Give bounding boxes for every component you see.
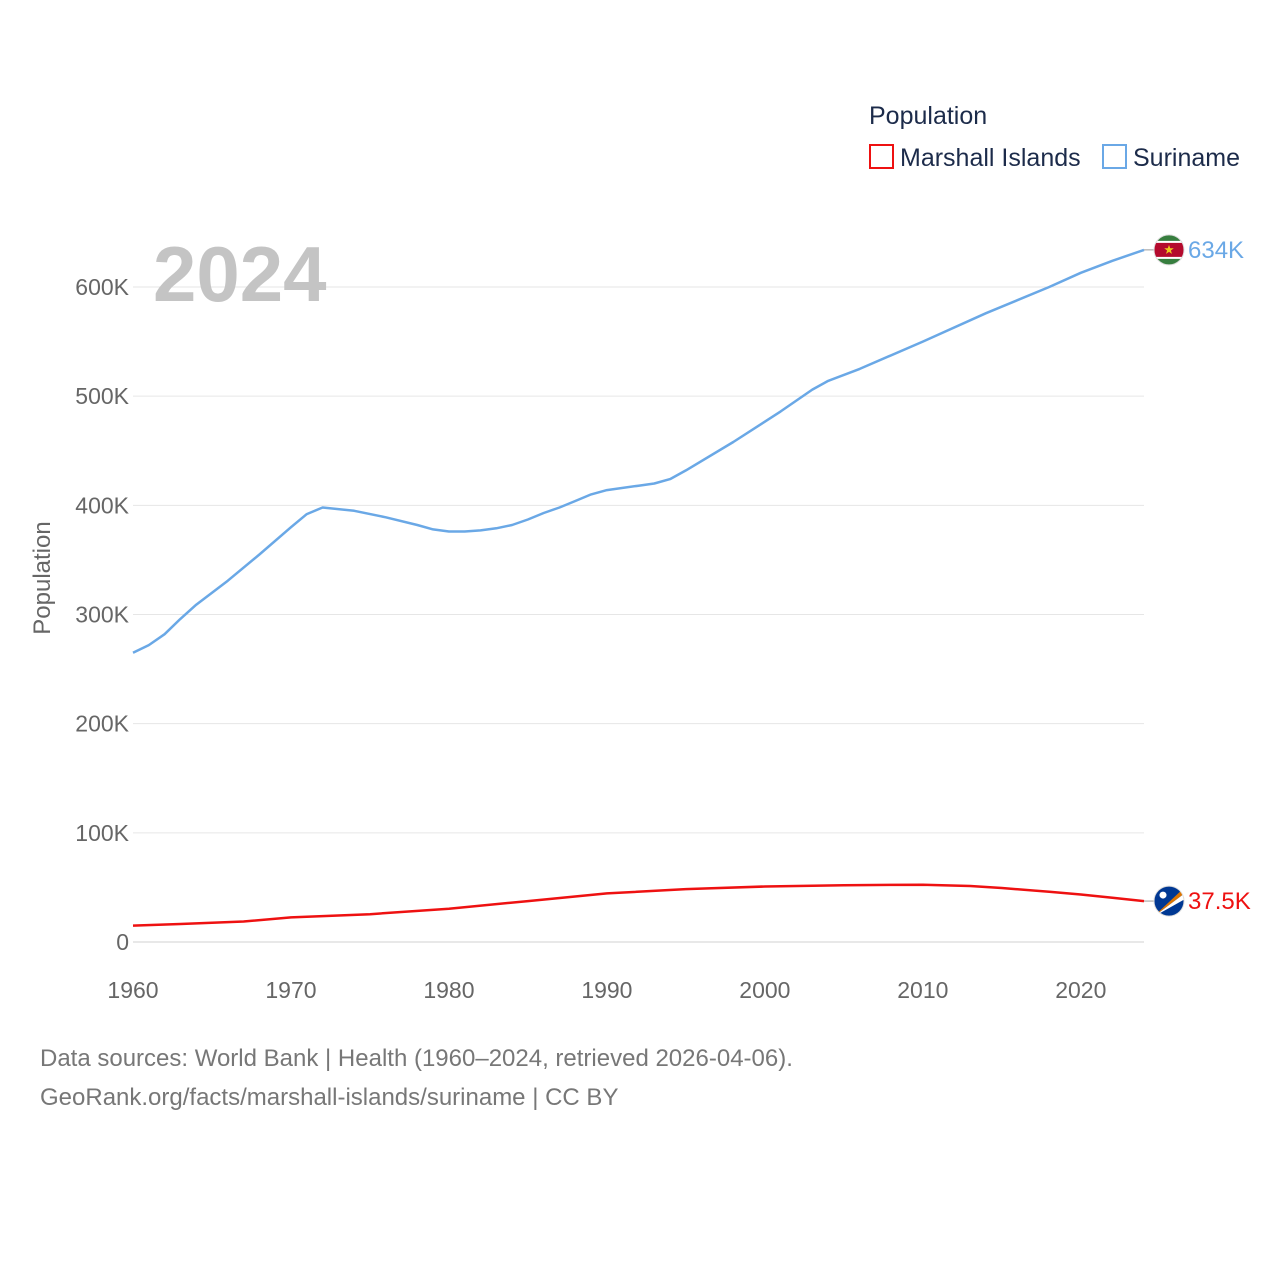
end-label-marshall-islands: 37.5K bbox=[1188, 888, 1251, 915]
source-line-2[interactable]: GeoRank.org/facts/marshall-islands/surin… bbox=[40, 1084, 619, 1111]
legend-swatch-marshall-islands bbox=[869, 144, 894, 169]
year-label: 2024 bbox=[153, 230, 327, 318]
end-label-suriname: 634K bbox=[1188, 237, 1244, 264]
x-tick-label: 1980 bbox=[423, 977, 474, 1003]
legend: Population Marshall Islands Suriname bbox=[869, 102, 1240, 172]
y-tick-label: 600K bbox=[75, 274, 129, 300]
y-axis-title: Population bbox=[29, 521, 56, 634]
legend-title: Population bbox=[869, 102, 987, 130]
x-tick-label: 1960 bbox=[107, 977, 158, 1003]
source-line-1: Data sources: World Bank | Health (1960–… bbox=[40, 1045, 793, 1072]
y-tick-label: 0 bbox=[116, 929, 129, 955]
suriname-flag-icon bbox=[1153, 234, 1185, 266]
gridlines bbox=[133, 286, 1144, 943]
legend-label-suriname: Suriname bbox=[1133, 144, 1240, 172]
series-lines bbox=[132, 248, 1145, 927]
series-line-marshall-islands bbox=[132, 883, 1145, 927]
y-axis-ticks: 0 100K 200K 300K 400K 500K 600K bbox=[75, 274, 129, 955]
y-tick-label: 100K bbox=[75, 820, 129, 846]
x-tick-label: 1970 bbox=[265, 977, 316, 1003]
x-tick-label: 1990 bbox=[581, 977, 632, 1003]
legend-item-suriname[interactable]: Suriname bbox=[1102, 144, 1240, 172]
y-tick-label: 500K bbox=[75, 383, 129, 409]
y-tick-label: 200K bbox=[75, 711, 129, 737]
series-line-suriname bbox=[132, 248, 1145, 654]
legend-label-marshall-islands: Marshall Islands bbox=[900, 144, 1081, 172]
legend-swatch-suriname bbox=[1102, 144, 1127, 169]
x-tick-label: 2000 bbox=[739, 977, 790, 1003]
x-axis-ticks: 1960 1970 1980 1990 2000 2010 2020 bbox=[107, 977, 1106, 1003]
y-tick-label: 300K bbox=[75, 602, 129, 628]
marshall-islands-flag-icon bbox=[1153, 885, 1185, 917]
x-tick-label: 2010 bbox=[897, 977, 948, 1003]
legend-item-marshall-islands[interactable]: Marshall Islands bbox=[869, 144, 1081, 172]
y-tick-label: 400K bbox=[75, 492, 129, 518]
series-end-labels: 37.5K 634K bbox=[1144, 234, 1251, 917]
x-tick-label: 2020 bbox=[1055, 977, 1106, 1003]
